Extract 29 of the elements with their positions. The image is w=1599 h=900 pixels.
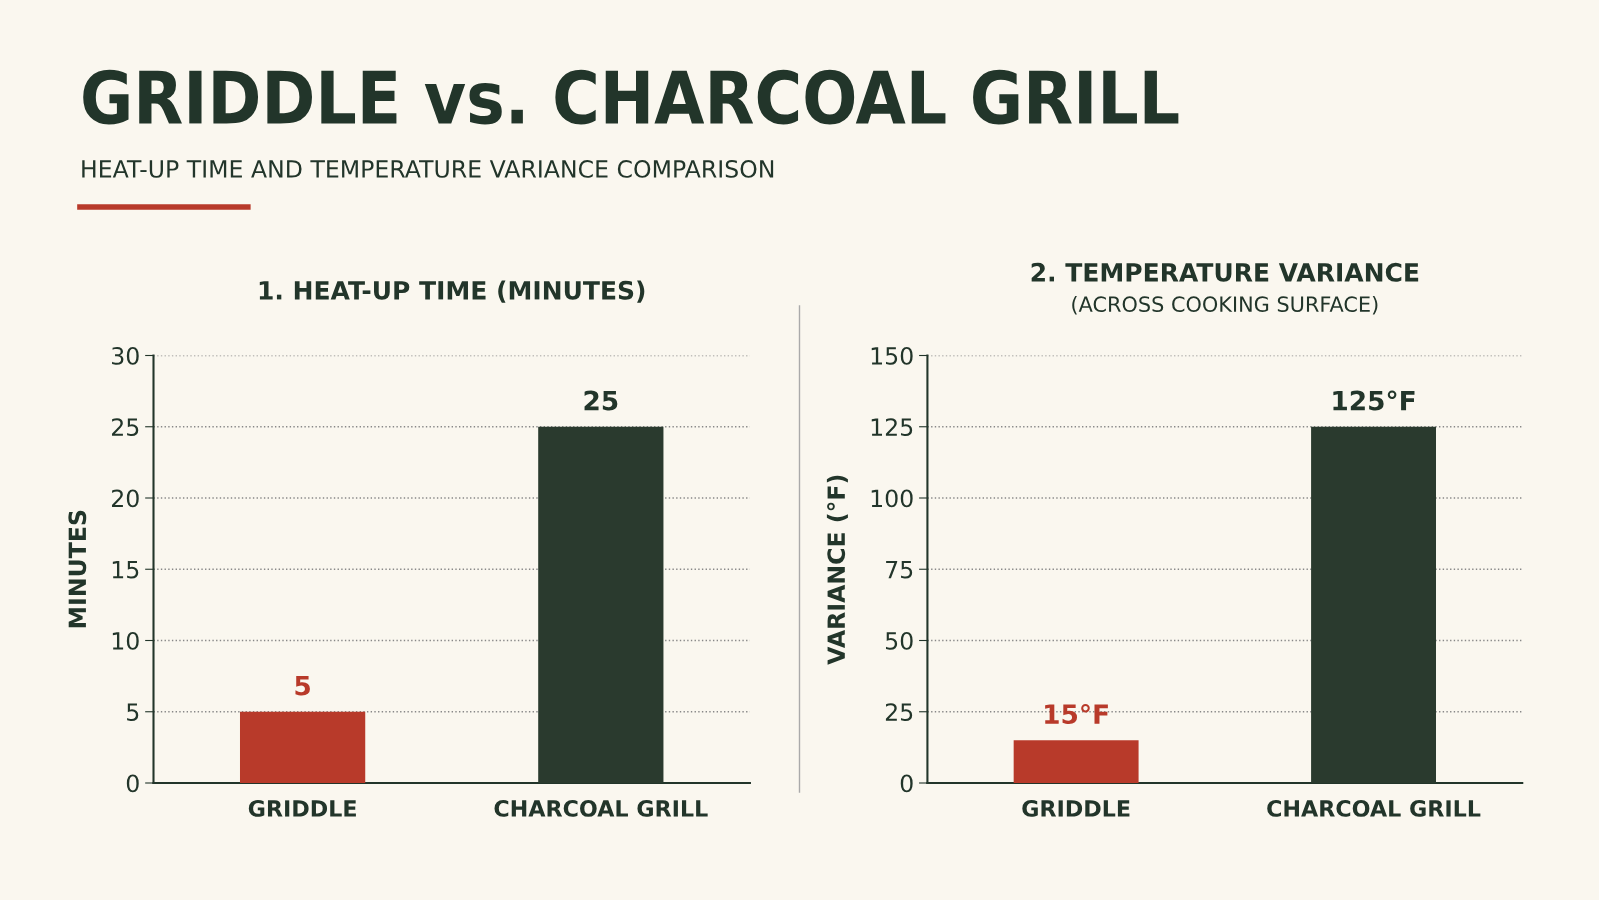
text: HEAT-UP TIME AND TEMPERATURE VARIANCE COMPARISON [82,159,774,178]
y-tick-label: 15 [112,561,139,579]
y-axis-title: VARIANCE (°F) [826,475,848,665]
y-tick-label: 50 [886,631,913,650]
y-tick-label: 100 [871,489,913,508]
x-tick-label: GRIDDLE [1022,800,1130,817]
text: GRIDDLE vs. CHARCOAL GRILL [83,69,1179,125]
chart-title: 2. TEMPERATURE VARIANCE [1031,262,1419,282]
y-tick-label: 30 [112,346,139,365]
data-label: 15°F [1045,703,1108,725]
y-tick-label: 5 [127,703,139,722]
chart-subtitle: (ACROSS COOKING SURFACE) [1072,295,1378,315]
x-tick-label: CHARCOAL GRILL [494,800,708,817]
y-tick-label: 125 [871,418,913,437]
y-tick-label: 0 [900,774,913,793]
y-tick-label: 25 [111,418,139,437]
y-tick-label: 0 [126,774,139,793]
x-tick-label: GRIDDLE [248,800,356,817]
y-axis-title: MINUTES [68,510,87,628]
data-label: 5 [295,675,310,696]
data-label: 25 [584,390,618,411]
y-tick-label: 25 [885,703,913,722]
data-label: 125°F [1333,390,1415,411]
y-tick-label: 75 [886,561,913,579]
x-tick-label: CHARCOAL GRILL [1267,800,1481,817]
y-tick-label: 10 [112,631,139,650]
y-tick-label: 150 [871,346,913,365]
y-tick-label: 20 [111,489,139,508]
chart-title: 1. HEAT-UP TIME (MINUTES) [259,280,645,303]
